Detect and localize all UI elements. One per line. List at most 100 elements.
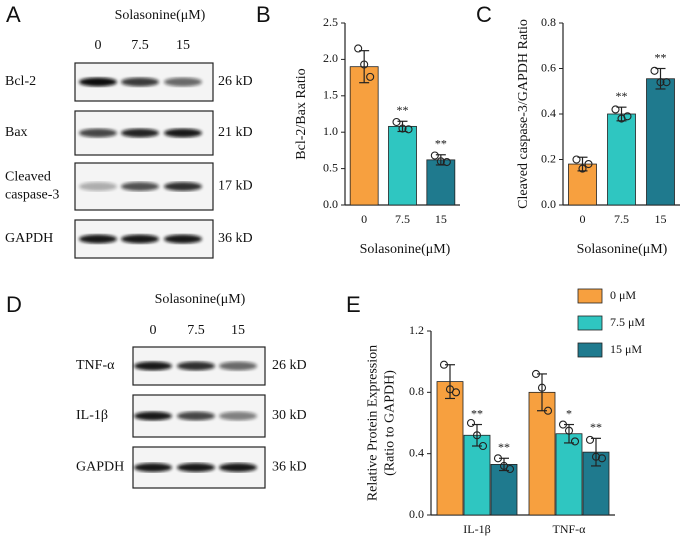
data-point [531, 369, 541, 378]
data-point [543, 406, 553, 415]
y-tick-label: 0.0 [323, 197, 338, 211]
data-point [558, 420, 568, 429]
data-point [472, 431, 482, 440]
y-tick-label: 2.0 [323, 51, 338, 65]
bar [388, 125, 417, 206]
legend-label: 15 μM [610, 342, 642, 356]
lane-label: 15 [231, 323, 245, 338]
data-point [662, 78, 671, 87]
data-point [537, 383, 547, 392]
panel-label: C [476, 2, 492, 27]
bar [426, 159, 456, 206]
blot-band [177, 361, 215, 371]
data-point [451, 388, 461, 397]
legend-swatch [577, 288, 603, 304]
blot-band [134, 411, 172, 421]
data-point [366, 72, 375, 81]
y-tick-label: 0.0 [409, 507, 424, 521]
y-tick-label: 0.4 [541, 106, 556, 120]
blot-title: Solasonine(μM) [155, 292, 246, 307]
significance: ** [590, 420, 602, 434]
error-bar [499, 457, 509, 472]
x-axis-title: Solasonine(μM) [360, 242, 451, 257]
data-point [650, 66, 659, 75]
y-tick-label: 0.8 [541, 15, 556, 29]
data-point [466, 418, 476, 428]
row-label: TNF-α [76, 358, 115, 373]
error-bar [472, 423, 482, 447]
blot-band [79, 234, 117, 244]
data-point [656, 78, 665, 87]
size-label: 21 kD [218, 125, 253, 140]
size-label: 30 kD [272, 408, 307, 423]
row-label: Bcl-2 [5, 74, 36, 89]
data-point [493, 454, 503, 463]
y-tick-label: 0.2 [541, 151, 556, 165]
x-tick-label: 7.5 [614, 212, 629, 226]
legend-swatch [577, 315, 603, 331]
y-tick-label: 0.6 [541, 60, 556, 74]
bar [555, 433, 583, 516]
x-tick-label: IL-1β [463, 522, 490, 536]
x-tick-label: 15 [435, 212, 447, 226]
lane-label: 15 [176, 38, 190, 53]
lane-label: 0 [150, 323, 157, 338]
blot-band [134, 361, 172, 371]
legend-label: 0 μM [610, 288, 636, 302]
significance: ** [471, 406, 483, 420]
x-tick-label: 0 [361, 212, 367, 226]
significance: ** [616, 89, 628, 103]
data-point [585, 435, 595, 444]
data-point [398, 124, 407, 133]
data-point [439, 360, 449, 369]
y-tick-label: 0.5 [323, 160, 338, 174]
panel-label: B [256, 2, 271, 27]
data-point [404, 125, 413, 134]
y-tick-label: 2.5 [323, 15, 338, 29]
blot-band [177, 411, 215, 421]
y-axis-title: Bcl-2/Bax Ratio [294, 68, 309, 159]
size-label: 26 kD [272, 358, 307, 373]
blot-band [121, 182, 159, 191]
data-point [591, 452, 601, 461]
blot-band [164, 182, 202, 191]
x-tick-label: 7.5 [395, 212, 410, 226]
lane-label: 7.5 [187, 323, 205, 338]
error-bar [591, 437, 601, 467]
size-label: 36 kD [272, 460, 307, 475]
y-tick-label: 0.0 [541, 197, 556, 211]
y-tick-label: 1.5 [323, 88, 338, 102]
row-label: GAPDH [5, 231, 53, 246]
data-point [360, 60, 369, 69]
panel-label: D [6, 292, 22, 317]
data-point [623, 112, 632, 121]
bar [490, 463, 518, 516]
lane-label: 0 [95, 38, 102, 53]
row-label: Cleaved [5, 170, 51, 185]
legend-swatch [577, 342, 603, 358]
blot-band [164, 128, 202, 138]
blot-band [177, 463, 215, 472]
size-label: 26 kD [218, 74, 253, 89]
blot-band [79, 128, 117, 138]
data-point [392, 117, 401, 127]
significance: ** [435, 137, 447, 151]
data-point [570, 437, 580, 446]
y-tick-label: 1.0 [323, 124, 338, 138]
lane-label: 7.5 [131, 38, 149, 53]
blot-band [164, 234, 202, 244]
x-axis-title: Solasonine(μM) [577, 242, 668, 257]
blot-band [219, 361, 257, 371]
bar [607, 113, 636, 206]
data-point [578, 164, 587, 173]
significance: ** [498, 440, 510, 454]
data-point [572, 155, 581, 164]
x-tick-label: TNF-α [553, 522, 587, 536]
data-point [584, 160, 593, 169]
row-label: IL-1β [76, 408, 108, 423]
y-axis-title: Cleaved caspase-3/GAPDH Ratio [516, 19, 531, 209]
blot-band [219, 411, 257, 421]
blot-band [121, 234, 159, 244]
data-point [436, 157, 445, 166]
